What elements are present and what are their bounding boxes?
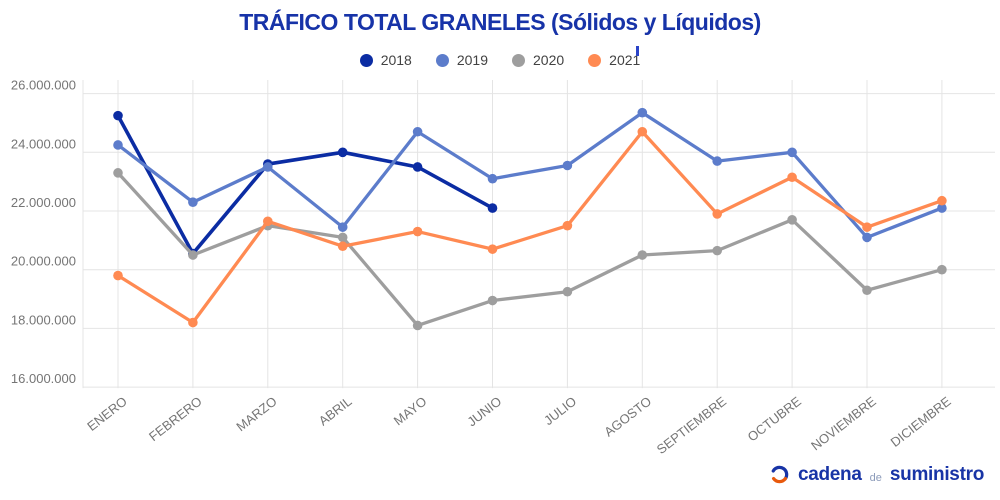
series-2020 bbox=[113, 168, 947, 331]
y-tick-label: 18.000.000 bbox=[11, 312, 76, 327]
cadena-de-suministro-logo[interactable]: cadena de suministro bbox=[768, 463, 984, 486]
x-tick-label: DICIEMBRE bbox=[888, 393, 954, 449]
data-point-2019[interactable] bbox=[487, 173, 498, 184]
data-point-2019[interactable] bbox=[637, 107, 648, 118]
series-2019 bbox=[113, 107, 947, 243]
logo-word-de: de bbox=[869, 472, 882, 484]
series-line-2019 bbox=[116, 111, 944, 240]
legend-dot-2018-icon bbox=[359, 53, 373, 67]
x-tick-label: MAYO bbox=[391, 394, 430, 429]
data-point-2019[interactable] bbox=[562, 160, 573, 171]
data-point-2021[interactable] bbox=[712, 209, 722, 219]
data-point-2018[interactable] bbox=[487, 203, 498, 213]
data-point-2021[interactable] bbox=[937, 195, 947, 206]
data-point-2020[interactable] bbox=[337, 232, 348, 243]
legend-dot-2021-icon bbox=[588, 53, 602, 67]
logo-word-suministro: suministro bbox=[889, 464, 984, 485]
legend-dot-2020-icon bbox=[512, 53, 525, 67]
data-point-2021[interactable] bbox=[862, 222, 872, 232]
y-tick-label: 20.000.000 bbox=[11, 254, 76, 269]
stray-caret-mark bbox=[636, 46, 639, 56]
x-tick-label: MARZO bbox=[233, 394, 279, 435]
data-point-2020[interactable] bbox=[188, 250, 198, 260]
x-tick-label: ENERO bbox=[84, 394, 130, 434]
series-line-2018 bbox=[116, 113, 495, 256]
x-axis-labels: ENERO FEBRERO MARZO ABRIL MAYO JUNIO JULIO AGOS… bbox=[84, 393, 954, 457]
x-tick-label: NOVIEMBRE bbox=[808, 393, 879, 453]
data-point-2020[interactable] bbox=[712, 245, 722, 256]
x-tick-label: ABRIL bbox=[316, 394, 355, 429]
y-tick-label: 16.000.000 bbox=[11, 371, 76, 386]
data-point-2021[interactable] bbox=[113, 270, 123, 281]
y-tick-label: 24.000.000 bbox=[11, 136, 76, 151]
legend-item-2021[interactable]: 2021 bbox=[588, 52, 640, 68]
legend-label-2021: 2021 bbox=[609, 52, 641, 68]
legend-item-2020[interactable]: 2020 bbox=[512, 52, 564, 68]
series-line-2020 bbox=[116, 171, 944, 328]
series-line-2021 bbox=[116, 130, 944, 325]
chart-legend: 2018 2019 2020 2021 bbox=[0, 52, 1000, 68]
data-point-2019[interactable] bbox=[712, 156, 722, 166]
x-tick-label: SEPTIEMBRE bbox=[654, 393, 730, 457]
series-2021 bbox=[113, 126, 947, 328]
data-point-2019[interactable] bbox=[337, 222, 348, 232]
data-point-2020[interactable] bbox=[787, 215, 797, 225]
data-point-2019[interactable] bbox=[263, 162, 273, 172]
legend-item-2019[interactable]: 2019 bbox=[435, 52, 488, 68]
data-point-2019[interactable] bbox=[188, 197, 198, 207]
x-tick-label: JUNIO bbox=[464, 394, 504, 430]
legend-label-2020: 2020 bbox=[533, 52, 565, 68]
y-axis-labels: 16.000.000 18.000.000 20.000.000 22.000.000… bbox=[11, 78, 76, 387]
x-tick-label: AGOSTO bbox=[601, 394, 654, 440]
data-point-2019[interactable] bbox=[937, 203, 947, 213]
legend-item-2018[interactable]: 2018 bbox=[359, 52, 412, 68]
data-point-2020[interactable] bbox=[113, 168, 123, 178]
data-point-2020[interactable] bbox=[937, 264, 947, 275]
data-point-2021[interactable] bbox=[188, 317, 198, 328]
data-point-2020[interactable] bbox=[637, 250, 648, 260]
data-point-2019[interactable] bbox=[412, 126, 423, 137]
data-point-2020[interactable] bbox=[487, 295, 498, 306]
chart-title: TRÁFICO TOTAL GRANELES (Sólidos y Líquid… bbox=[239, 9, 761, 35]
data-point-2018[interactable] bbox=[337, 147, 348, 158]
data-point-2021[interactable] bbox=[787, 172, 797, 183]
data-point-2018[interactable] bbox=[113, 110, 123, 121]
data-point-2019[interactable] bbox=[113, 140, 123, 150]
data-point-2019[interactable] bbox=[787, 147, 797, 158]
data-point-2020[interactable] bbox=[412, 320, 423, 331]
data-point-2021[interactable] bbox=[412, 226, 423, 237]
data-point-2021[interactable] bbox=[263, 216, 273, 227]
data-point-2020[interactable] bbox=[862, 285, 872, 296]
x-tick-label: OCTUBRE bbox=[745, 393, 805, 444]
data-point-2020[interactable] bbox=[562, 286, 573, 297]
legend-label-2018: 2018 bbox=[380, 52, 412, 68]
circular-arrows-icon bbox=[771, 465, 789, 484]
data-point-2018[interactable] bbox=[412, 162, 423, 172]
data-point-2021[interactable] bbox=[637, 126, 648, 137]
y-tick-label: 22.000.000 bbox=[11, 195, 76, 210]
data-point-2021[interactable] bbox=[562, 220, 573, 231]
x-tick-label: JULIO bbox=[541, 394, 579, 429]
data-point-2019[interactable] bbox=[862, 232, 872, 243]
legend-dot-2019-icon bbox=[435, 53, 449, 67]
legend-label-2019: 2019 bbox=[456, 52, 488, 68]
data-point-2021[interactable] bbox=[487, 244, 498, 254]
y-tick-label: 26.000.000 bbox=[11, 78, 76, 93]
data-point-2021[interactable] bbox=[337, 241, 348, 252]
logo-word-cadena: cadena bbox=[797, 464, 862, 485]
x-tick-label: FEBRERO bbox=[146, 394, 205, 445]
